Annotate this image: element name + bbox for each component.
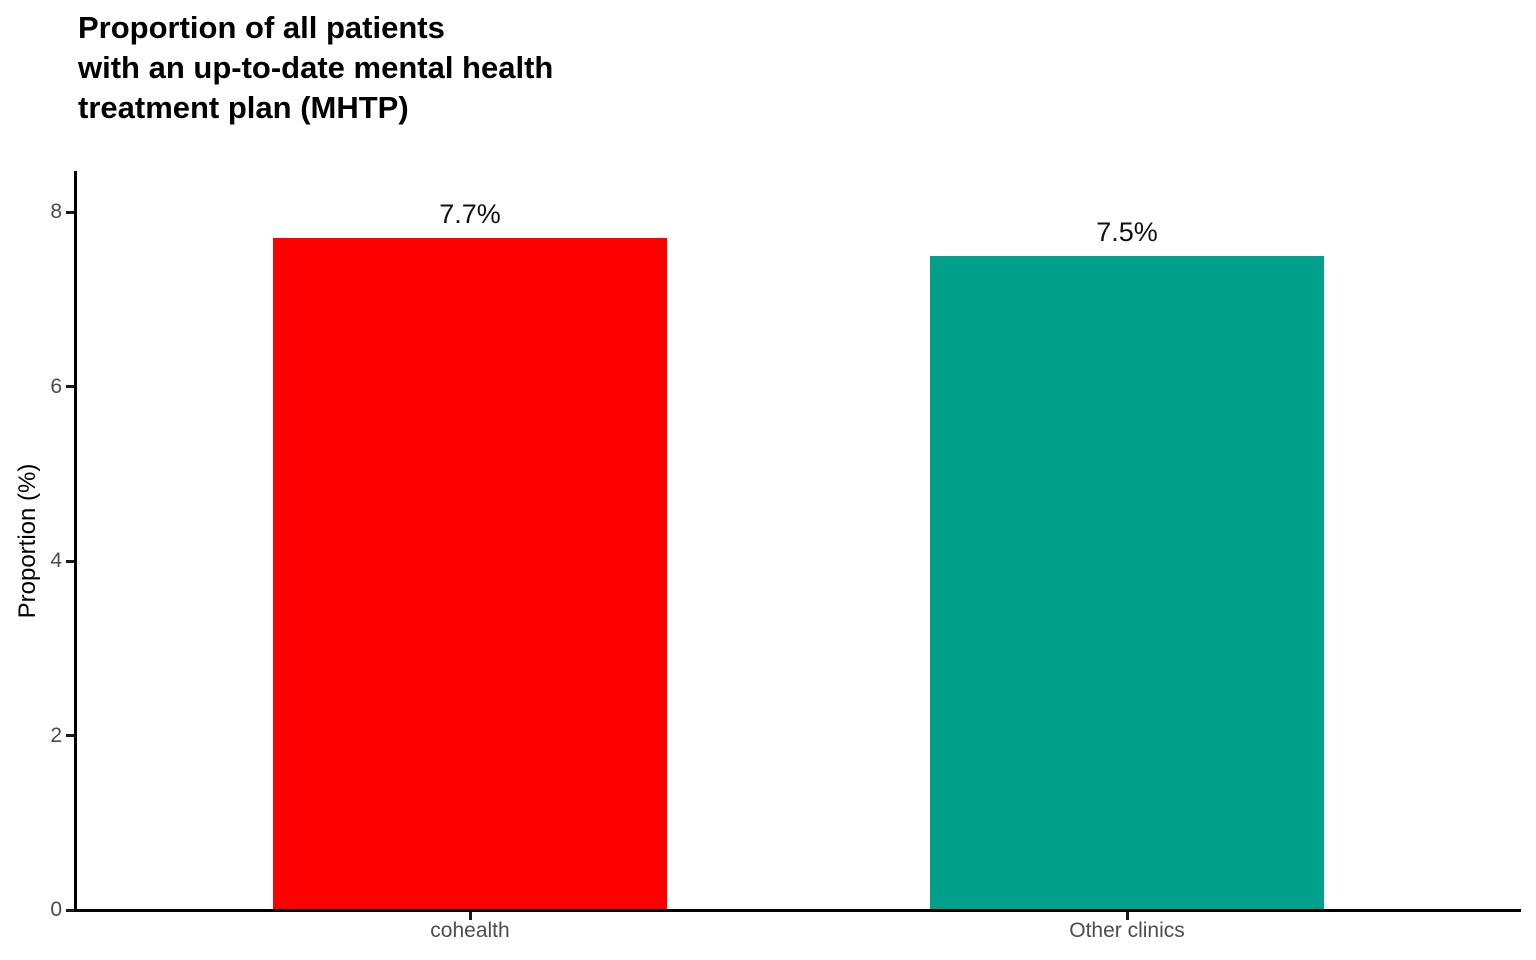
y-tick-label: 0: [50, 898, 62, 921]
y-tick-mark: [66, 385, 74, 388]
chart-title: Proportion of all patients with an up-to…: [78, 10, 554, 125]
x-tick-mark: [468, 912, 472, 920]
y-axis-title: Proportion (%): [14, 463, 41, 619]
bar-other-clinics: [930, 255, 1324, 909]
bar-value-label: 7.5%: [1096, 216, 1158, 247]
bar-cohealth: [273, 238, 667, 909]
y-tick-label: 2: [50, 723, 62, 747]
x-tick-label: cohealth: [430, 919, 510, 942]
y-tick-mark: [66, 210, 74, 214]
bar-value-label: 7.7%: [439, 199, 501, 230]
x-tick-mark: [1125, 912, 1129, 920]
y-tick-label: 8: [50, 200, 62, 223]
y-tick-mark: [66, 559, 74, 563]
y-tick-mark: [66, 908, 74, 912]
y-tick-label: 6: [50, 374, 62, 398]
x-axis-line: [74, 909, 1521, 912]
y-tick-mark: [66, 734, 74, 737]
y-tick-label: 4: [50, 549, 62, 572]
y-axis-line: [74, 171, 77, 912]
x-tick-label: Other clinics: [1069, 919, 1185, 942]
